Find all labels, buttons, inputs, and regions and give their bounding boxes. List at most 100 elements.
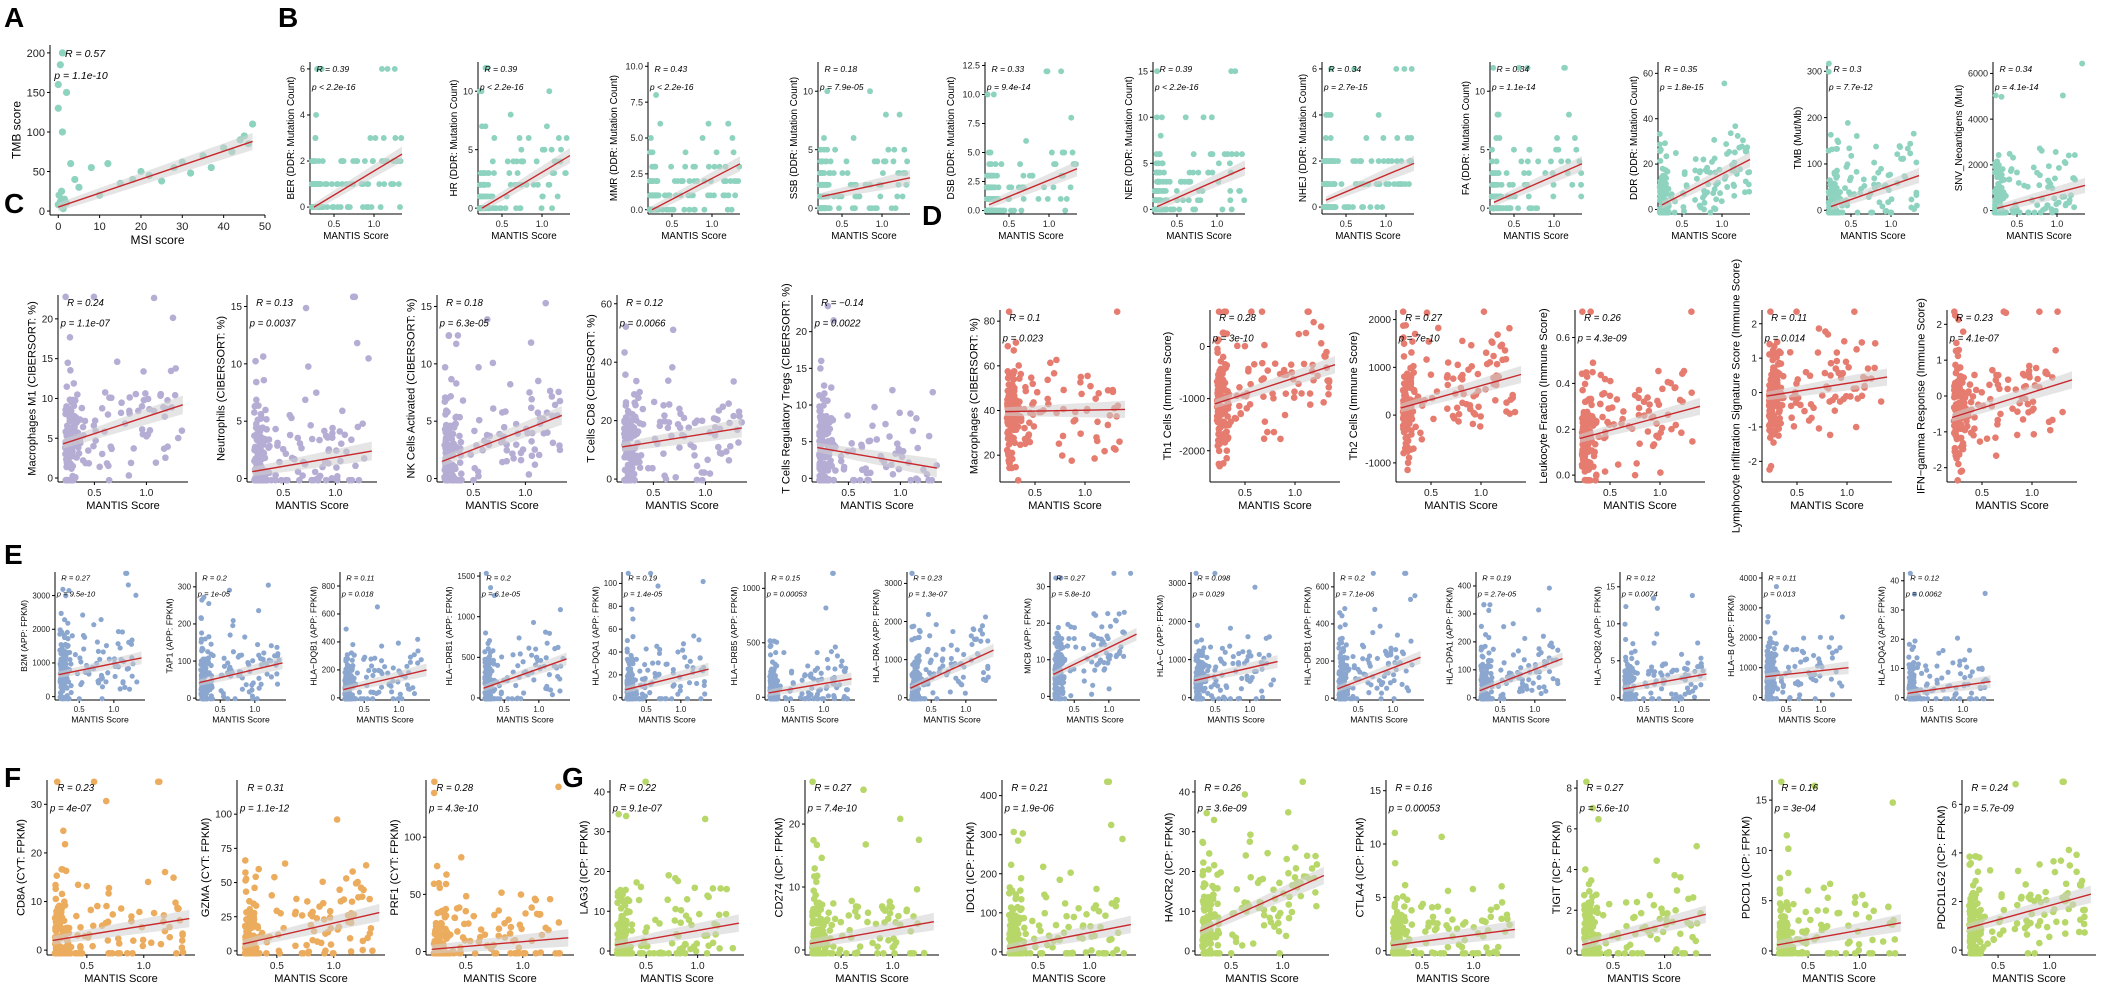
data-point [1822,328,1829,335]
y-tick-label: 0.0 [967,206,980,216]
data-point [1444,381,1452,389]
regression-line [1661,158,1751,206]
data-point [90,442,97,450]
data-point [95,680,102,686]
data-point [2071,152,2078,159]
data-point [549,205,556,212]
regression-line [1830,174,1920,208]
y-axis-title: Th2 Cells (Immune Score) [1348,332,1360,461]
data-point [1400,425,1407,433]
data-point [128,641,135,647]
data-point [274,439,281,447]
data-point [1327,135,1334,141]
data-point [1020,172,1027,179]
data-point [1095,389,1102,397]
data-point [2025,362,2033,370]
data-point [1063,195,1070,202]
data-point [825,438,833,446]
data-point [390,665,396,671]
x-axis-title: MANTIS Score [1335,231,1401,242]
data-point [1745,169,1752,176]
correlation-r-label: R = 0.39 [484,64,517,74]
data-point [54,80,62,89]
data-point [665,206,672,213]
data-point [2032,364,2040,372]
data-point [272,425,279,433]
data-point [1320,399,1327,406]
data-point [1236,383,1243,391]
data-point [69,462,77,470]
data-point [309,181,316,188]
data-point [132,390,140,398]
data-point [1871,340,1879,347]
data-point [78,404,86,412]
data-point [1152,169,1159,176]
y-tick-label: 40 [1643,114,1653,124]
data-point [1490,352,1497,360]
data-point [722,192,729,199]
data-point [282,450,290,458]
data-point [891,146,898,153]
data-point [63,476,71,484]
data-point [862,465,870,472]
data-point [730,378,738,385]
data-point [1681,171,1688,178]
y-tick-label: 400 [322,638,336,647]
data-point [1323,158,1330,164]
data-point [1913,202,1920,209]
data-point [562,170,569,177]
y-tick-label: 200 [27,48,45,60]
data-point [1521,170,1528,177]
x-tick-label: 0.5 [466,488,480,499]
data-point [1486,358,1494,366]
data-point [1833,209,1840,216]
data-point [503,457,510,465]
data-point [1837,189,1844,195]
data-point [647,149,654,156]
y-tick-label: 0 [468,203,473,213]
data-point [358,696,364,702]
data-point [1264,428,1271,436]
x-tick-label: 0.5 [841,488,855,499]
data-point [701,469,708,476]
data-point [1375,112,1382,118]
data-point [527,339,535,346]
x-tick-label: 0.5 [646,488,660,499]
correlation-r-label: R = 0.27 [61,574,91,583]
y-axis-title: Neutrophils (CIBERSORT: %) [216,316,228,461]
data-point [2014,169,2020,176]
data-point [1401,65,1408,72]
data-point [341,431,349,439]
data-point [1834,145,1841,152]
x-tick-label: 0.5 [1790,488,1804,499]
y-tick-label: 2000 [1369,315,1392,326]
data-point [526,389,533,396]
data-point [1833,184,1840,191]
data-point [538,205,545,212]
data-point [57,187,66,195]
data-point [525,471,533,478]
data-point [827,158,834,165]
data-point [1873,143,1880,150]
data-point [647,135,654,141]
data-point [693,417,701,425]
x-tick-label: 1.0 [1211,219,1224,229]
x-tick-label: 0.5 [359,705,371,714]
data-point [1831,407,1839,415]
data-point [230,649,237,655]
data-point [985,149,992,156]
data-point [1525,170,1532,177]
data-point [378,65,385,72]
data-point [2004,385,2011,393]
y-tick-label: 0 [1983,206,1988,216]
data-point [1402,440,1410,447]
data-point [1704,168,1710,175]
data-point [227,664,233,670]
data-point [882,420,889,428]
data-point [1908,196,1915,203]
data-point [1023,137,1030,144]
data-point [2055,164,2062,171]
data-point [1646,401,1653,408]
data-point [531,461,539,469]
data-point [1215,160,1222,167]
